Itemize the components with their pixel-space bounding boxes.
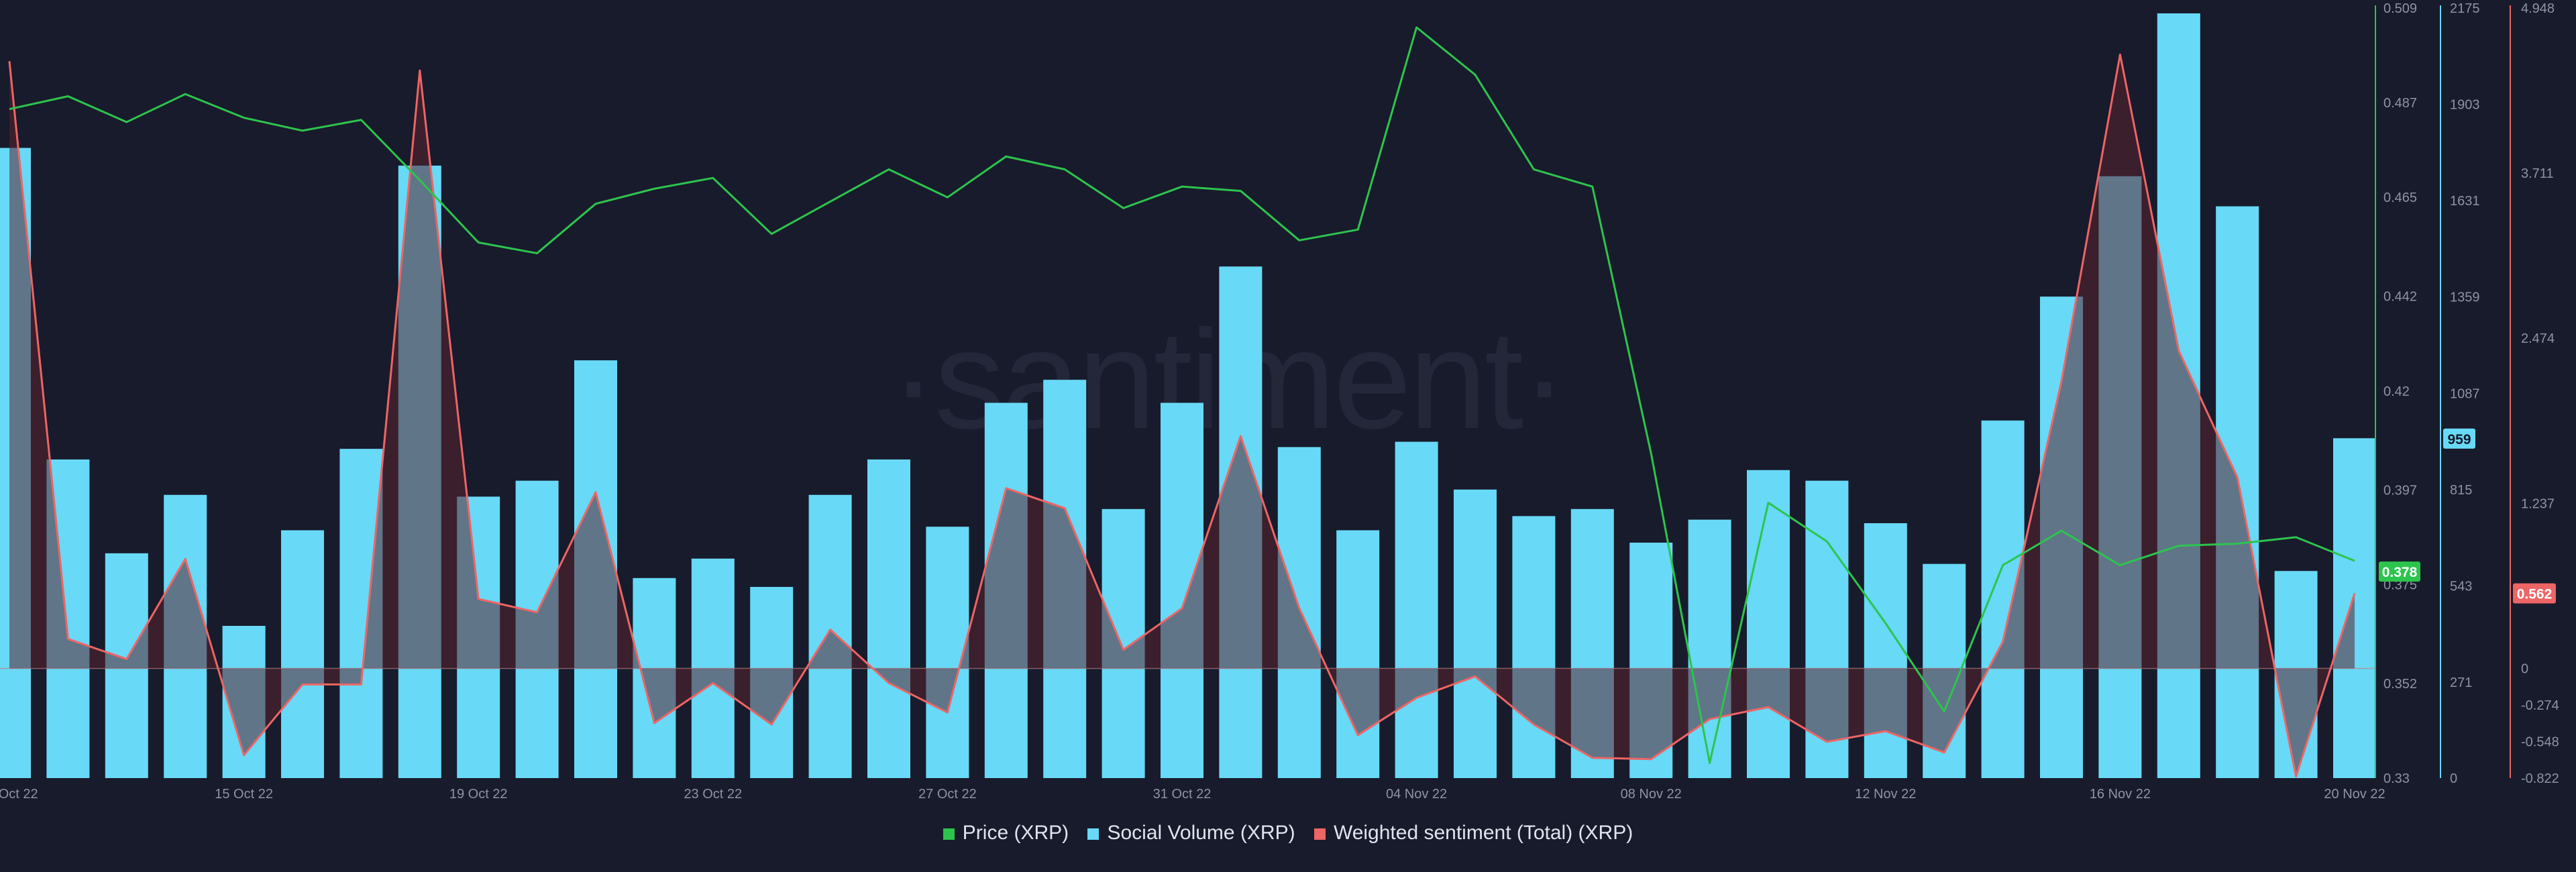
social-volume-bar xyxy=(1395,441,1438,778)
price-series xyxy=(9,26,2355,765)
legend-label-sentiment: Weighted sentiment (Total) (XRP) xyxy=(1333,822,1633,844)
social-volume-bar xyxy=(1512,516,1556,778)
sentiment-axis-tick: 4.948 xyxy=(2521,1,2555,16)
sentiment-axis-tick: -0.274 xyxy=(2521,698,2559,713)
sentiment-series xyxy=(8,53,2356,778)
social-volume-axis-tick: 1631 xyxy=(2450,194,2480,209)
sentiment-axis-tick: 2.474 xyxy=(2521,331,2555,346)
social-volume-bar xyxy=(1747,470,1790,778)
x-tick-label: 31 Oct 22 xyxy=(1153,787,1212,802)
social-volume-bar xyxy=(926,527,969,778)
legend-item-sentiment[interactable]: Weighted sentiment (Total) (XRP) xyxy=(1313,822,1633,844)
sentiment-axis-tick: -0.548 xyxy=(2521,734,2559,749)
social-volume-bar xyxy=(1454,489,1497,778)
x-tick-label: 19 Oct 22 xyxy=(449,787,508,802)
price-current-badge-label: 0.378 xyxy=(2382,565,2418,580)
price-axis-tick: 0.397 xyxy=(2383,483,2417,498)
x-tick-label: 16 Nov 22 xyxy=(2090,787,2151,802)
social-volume-bar xyxy=(867,459,910,778)
social-volume-bar xyxy=(1336,530,1380,778)
sentiment-axis-tick: 1.237 xyxy=(2521,496,2555,511)
x-axis: 11 Oct 22 15 Oct 22 19 Oct 22 23 Oct 22 27 O… xyxy=(0,787,2385,802)
x-tick-label: 23 Oct 22 xyxy=(684,787,742,802)
x-tick-label: 15 Oct 22 xyxy=(215,787,273,802)
social-volume-axis-tick: 1903 xyxy=(2450,98,2480,113)
sentiment-current-badge-label: 0.562 xyxy=(2517,587,2553,602)
x-tick-label: 20 Nov 22 xyxy=(2324,787,2385,802)
price-axis-tick: 0.442 xyxy=(2383,290,2417,305)
price-axis-tick: 0.509 xyxy=(2383,1,2417,16)
social-volume-axis-tick: 1087 xyxy=(2450,386,2480,401)
legend-item-social-volume[interactable]: Social Volume (XRP) xyxy=(1087,822,1295,844)
social-volume-axis-tick: 1359 xyxy=(2450,290,2480,305)
current-value-badges: 0.378 959 0.562 xyxy=(2379,428,2556,604)
price-axis-tick: 0.33 xyxy=(2383,771,2410,786)
social-volume-axis-tick: 2175 xyxy=(2450,1,2480,16)
sentiment-axis-tick: 0 xyxy=(2521,661,2528,676)
price-axis-tick: 0.352 xyxy=(2383,677,2417,692)
social-volume-axis-tick: 271 xyxy=(2450,675,2472,690)
price-axis-tick: 0.487 xyxy=(2383,96,2417,111)
price-current-badge-box xyxy=(2379,561,2420,582)
legend-label-social-volume: Social Volume (XRP) xyxy=(1107,822,1295,844)
social-volume-axis-tick: 543 xyxy=(2450,579,2472,594)
x-tick-label: 27 Oct 22 xyxy=(918,787,977,802)
x-tick-label: 12 Nov 22 xyxy=(1855,787,1916,802)
social-volume-current-badge-label: 959 xyxy=(2447,432,2471,447)
sentiment-current-badge-box xyxy=(2513,583,2556,604)
social-volume-current-badge-box xyxy=(2443,428,2475,449)
y-axes: 0.5090.4870.4650.4420.420.3970.3750.3520… xyxy=(2375,1,2559,786)
legend-swatch-social-volume xyxy=(1087,828,1099,840)
legend-item-price[interactable]: Price (XRP) xyxy=(943,822,1069,844)
x-tick-label: 11 Oct 22 xyxy=(0,787,38,802)
social-volume-bar xyxy=(1688,519,1731,778)
chart-legend: Price (XRP) Social Volume (XRP) Weighted… xyxy=(0,822,2576,844)
x-tick-label: 04 Nov 22 xyxy=(1386,787,1447,802)
price-axis-tick: 0.465 xyxy=(2383,190,2417,205)
sentiment-axis-tick: 3.711 xyxy=(2521,166,2554,181)
social-volume-axis-tick: 815 xyxy=(2450,483,2472,498)
social-volume-axis-tick: 0 xyxy=(2450,771,2457,786)
sentiment-axis-tick: -0.822 xyxy=(2521,771,2559,786)
legend-swatch-sentiment xyxy=(1313,828,1326,840)
social-volume-bar xyxy=(1864,523,1907,778)
legend-label-price: Price (XRP) xyxy=(962,822,1069,844)
social-volume-bar xyxy=(281,530,324,778)
legend-swatch-price xyxy=(943,828,955,840)
price-axis-tick: 0.42 xyxy=(2383,384,2410,399)
sentiment-area xyxy=(9,54,2355,777)
x-tick-label: 08 Nov 22 xyxy=(1621,787,1682,802)
